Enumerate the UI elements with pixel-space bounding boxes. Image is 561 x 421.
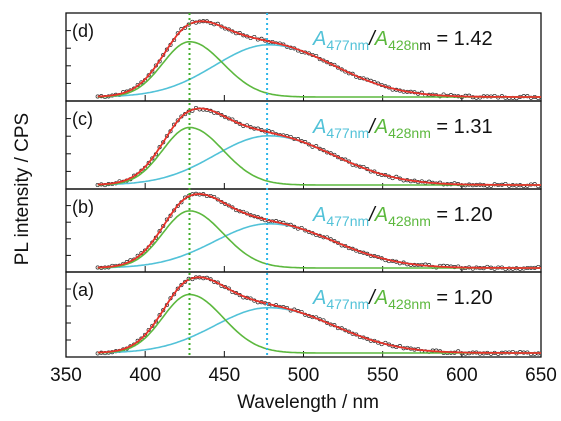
panels-layer: (d) A477nm/A428nm = 1.42 (c) A477nm/A428nm … [65,12,542,358]
ratio-annotation: A477nm/A428nm = 1.31 [312,116,493,141]
panel-c: (c) A477nm/A428nm = 1.31 [65,100,542,190]
panel-label: (a) [72,280,94,300]
total-fit-curve [97,20,541,98]
ratio-annotation: A477nm/A428nm = 1.20 [312,204,493,229]
panel-b: (b) A477nm/A428nm = 1.20 [65,188,542,273]
data-point [146,73,151,78]
data-point [183,279,188,284]
x-axis: 350 400 450 500 550 600 650 [50,365,557,386]
y-axis-label: PL intensity / CPS [12,113,33,265]
data-point [175,286,180,291]
panel-label: (d) [72,21,94,41]
data-point [146,160,151,165]
x-tick-label: 500 [288,365,320,386]
x-tick-label: 350 [50,365,82,386]
x-tick-label: 650 [525,365,557,386]
data-point [142,332,148,337]
data-point [161,308,166,313]
panel-a: (a) A477nm/A428nm = 1.20 [65,271,542,358]
x-tick-label: 550 [367,365,399,386]
component-477nm-curve [97,135,541,186]
x-tick-label: 450 [208,365,240,386]
x-tick-label: 400 [129,365,161,386]
total-fit-curve [97,276,541,354]
x-axis-label: Wavelength / nm [237,392,379,413]
panel-d: (d) A477nm/A428nm = 1.42 [65,12,542,102]
total-fit-curve [97,193,541,269]
total-fit-curve [97,107,541,186]
data-point [179,283,184,288]
ratio-annotation: A477nm/A428nm = 1.20 [312,287,493,312]
x-tick-label: 600 [446,365,478,386]
data-point [150,156,155,161]
panel-label: (b) [72,197,94,217]
ratio-annotation: A477nm/A428nm = 1.42 [312,28,493,53]
panel-label: (c) [72,109,93,129]
data-point [142,248,148,253]
